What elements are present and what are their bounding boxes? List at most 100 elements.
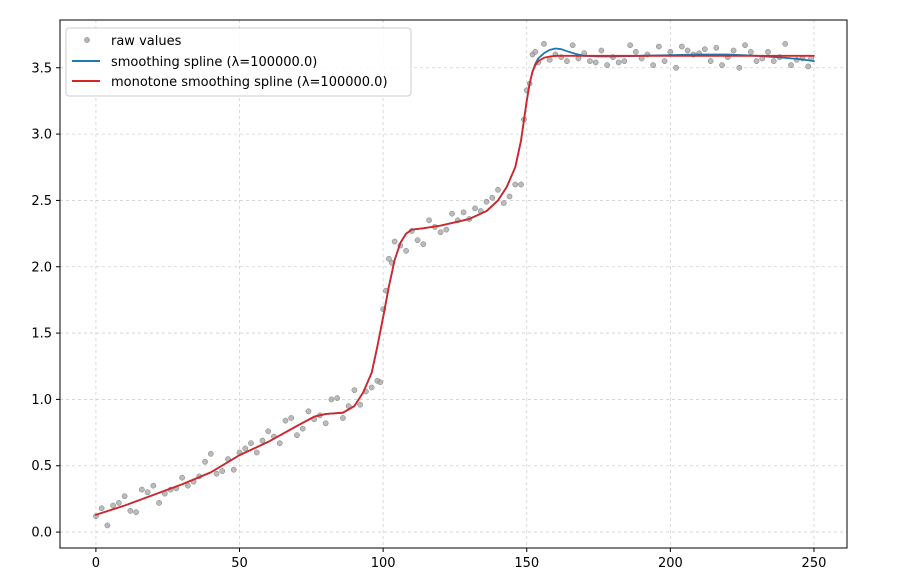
raw-value-point bbox=[489, 194, 496, 201]
plot-area bbox=[93, 41, 815, 529]
y-tick-label: 3.0 bbox=[31, 128, 52, 143]
legend-box bbox=[65, 27, 412, 97]
raw-value-point bbox=[495, 186, 501, 193]
raw-value-point bbox=[288, 415, 295, 421]
raw-value-point bbox=[276, 440, 283, 447]
plot-frame bbox=[59, 19, 848, 549]
raw-value-point bbox=[213, 470, 220, 477]
x-tick-label: 50 bbox=[231, 556, 248, 571]
raw-value-point bbox=[532, 48, 539, 55]
monotone-smoothing-spline-line bbox=[95, 54, 815, 516]
grid bbox=[60, 20, 847, 548]
raw-value-point bbox=[437, 229, 444, 236]
raw-value-point bbox=[357, 401, 364, 408]
x-tick-label: 200 bbox=[658, 556, 683, 571]
raw-value-point bbox=[294, 432, 300, 439]
raw-value-point bbox=[730, 47, 737, 54]
raw-value-point bbox=[144, 489, 151, 496]
raw-value-point bbox=[340, 415, 346, 421]
raw-value-point bbox=[598, 47, 605, 54]
raw-value-point bbox=[156, 500, 162, 506]
raw-value-point bbox=[133, 509, 139, 516]
raw-value-point bbox=[414, 237, 421, 244]
x-tick-label: 150 bbox=[514, 556, 539, 571]
raw-value-point bbox=[673, 64, 679, 71]
raw-value-point bbox=[426, 217, 432, 224]
raw-value-point bbox=[265, 428, 272, 435]
raw-value-point bbox=[713, 45, 720, 51]
raw-value-point bbox=[420, 241, 427, 248]
raw-value-point bbox=[443, 226, 450, 233]
raw-value-point bbox=[736, 64, 743, 71]
raw-value-point bbox=[110, 502, 116, 509]
raw-value-point bbox=[116, 500, 122, 506]
raw-value-point bbox=[707, 58, 714, 64]
raw-value-point bbox=[219, 468, 226, 474]
raw-value-point bbox=[541, 41, 547, 47]
raw-value-point bbox=[328, 396, 335, 403]
raw-value-point bbox=[701, 46, 708, 53]
raw-value-point bbox=[104, 522, 111, 529]
raw-value-point bbox=[656, 43, 662, 50]
raw-value-point bbox=[299, 425, 306, 432]
raw-value-point bbox=[667, 48, 674, 55]
raw-value-point bbox=[351, 387, 358, 393]
raw-value-point bbox=[650, 62, 656, 68]
raw-value-point bbox=[782, 41, 789, 47]
y-tick-label: 3.5 bbox=[31, 61, 52, 76]
raw-value-point bbox=[334, 395, 341, 401]
raw-value-point bbox=[98, 505, 105, 512]
raw-value-point bbox=[179, 474, 185, 481]
raw-value-point bbox=[127, 508, 134, 514]
y-tick-label: 0.0 bbox=[31, 526, 52, 541]
legend: raw values smoothing spline (λ=100000.0)… bbox=[65, 27, 412, 97]
legend-marker-raw-values bbox=[84, 37, 90, 43]
y-tick-label: 1.5 bbox=[31, 327, 52, 342]
raw-value-point bbox=[615, 59, 622, 66]
y-tick-label: 1.0 bbox=[31, 393, 52, 408]
raw-value-point bbox=[518, 181, 524, 188]
raw-value-point bbox=[242, 445, 249, 452]
x-tick-label: 250 bbox=[802, 556, 827, 571]
legend-label-smoothing-spline: smoothing spline (λ=100000.0) bbox=[111, 55, 317, 70]
y-tick-label: 2.5 bbox=[31, 194, 52, 209]
raw-value-point bbox=[121, 493, 128, 500]
raw-value-point bbox=[678, 43, 685, 50]
raw-value-point bbox=[472, 205, 478, 212]
y-tick-label: 2.0 bbox=[31, 260, 52, 275]
x-tick-label: 100 bbox=[371, 556, 396, 571]
raw-value-point bbox=[305, 408, 312, 415]
raw-value-point bbox=[386, 255, 392, 262]
x-tick-label: 0 bbox=[92, 556, 100, 571]
legend-label-monotone-smoothing-spline: monotone smoothing spline (λ=100000.0) bbox=[111, 75, 388, 90]
y-axis: 0.0 0.5 1.0 1.5 2.0 2.5 3.0 3.5 bbox=[31, 61, 60, 541]
raw-value-point bbox=[483, 198, 490, 205]
raw-value-point bbox=[449, 210, 455, 217]
raw-value-point bbox=[753, 58, 760, 64]
legend-label-raw-values: raw values bbox=[111, 34, 182, 49]
raw-value-point bbox=[139, 486, 145, 493]
raw-value-point bbox=[202, 458, 208, 465]
raw-value-point bbox=[506, 193, 513, 200]
raw-value-point bbox=[282, 417, 289, 424]
raw-value-point bbox=[150, 482, 157, 489]
raw-value-point bbox=[564, 58, 570, 64]
raw-value-point bbox=[569, 42, 576, 49]
raw-value-point bbox=[805, 63, 812, 70]
raw-value-point bbox=[207, 450, 214, 457]
raw-value-point bbox=[627, 42, 633, 49]
raw-value-point bbox=[546, 56, 553, 63]
y-tick-label: 0.5 bbox=[31, 459, 52, 474]
raw-value-point bbox=[633, 48, 639, 55]
raw-value-point bbox=[788, 62, 794, 68]
raw-value-point bbox=[253, 449, 260, 456]
raw-value-point bbox=[765, 48, 771, 55]
raw-value-point bbox=[592, 59, 599, 66]
raw-value-point bbox=[500, 200, 507, 206]
raw-value-point bbox=[322, 420, 329, 427]
raw-value-point bbox=[742, 42, 748, 49]
raw-value-point bbox=[604, 62, 611, 68]
raw-value-point bbox=[747, 48, 754, 55]
